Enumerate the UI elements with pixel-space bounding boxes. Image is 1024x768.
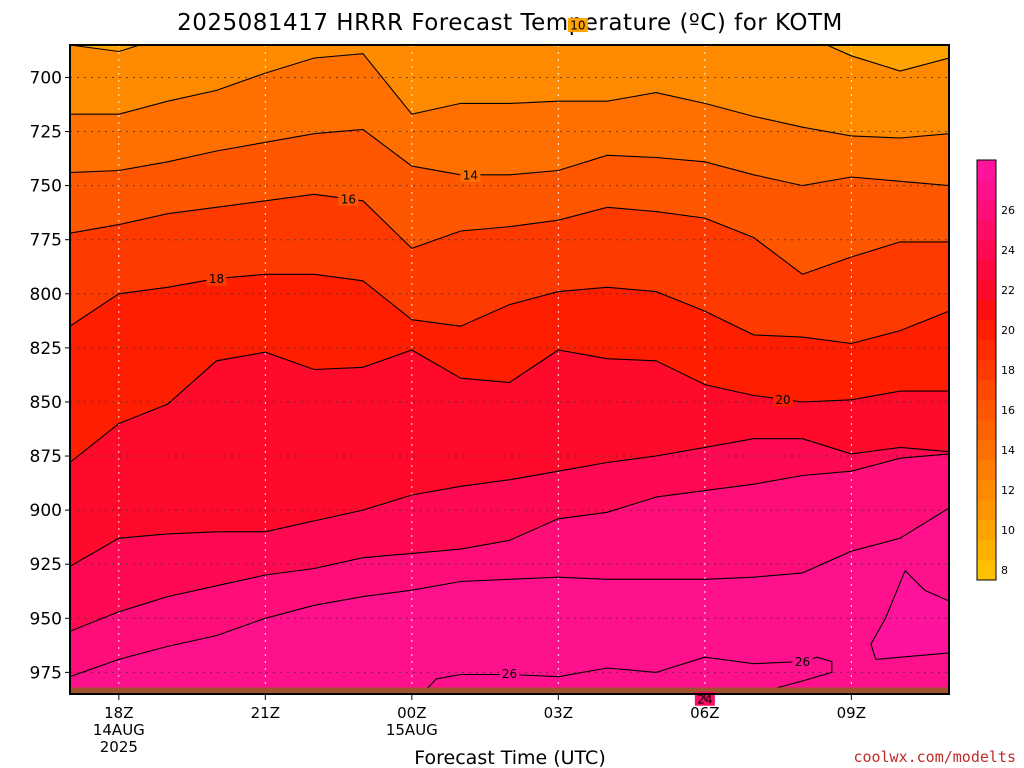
contour-label-16: 16 [341, 192, 356, 206]
band-fill-12 [70, 45, 949, 138]
band-fill-10 [70, 45, 949, 71]
colorbar-swatch [977, 520, 996, 541]
contour-label-bg [772, 392, 793, 407]
colorbar-swatch [977, 260, 996, 281]
colorbar-tick-label: 8 [1001, 564, 1008, 577]
colorbar-frame [976, 159, 997, 581]
contour-label-bg [499, 666, 520, 681]
colorbar-tick-label: 16 [1001, 404, 1015, 417]
y-tick-label: 775 [30, 231, 62, 251]
contour-24 [70, 453, 949, 632]
colorbar-tick-label: 22 [1001, 284, 1015, 297]
colorbar-swatch [977, 240, 996, 261]
colorbar-swatch [977, 560, 996, 581]
colorbar-swatch [977, 160, 996, 181]
x-axis-label: Forecast Time (UTC) [414, 747, 605, 768]
contour-label-18: 18 [209, 272, 224, 286]
colorbar-tick-label: 14 [1001, 444, 1015, 457]
y-tick-label: 800 [30, 285, 62, 305]
colorbar-swatch [977, 420, 996, 441]
y-tick-label: 950 [30, 609, 62, 629]
colorbar-swatch [977, 380, 996, 401]
y-axis-ticks: 700 725 750 775 800 825 850 875 900 925 950 975 [30, 68, 70, 683]
colorbar-tick-label: 18 [1001, 364, 1015, 377]
source-credit[interactable]: coolwx.com/modelts [853, 748, 1016, 766]
colorbar-swatch [977, 320, 996, 341]
x-tick-label: 14AUG [93, 721, 145, 739]
colorbar-swatch [977, 500, 996, 521]
contour-label-bg [206, 271, 227, 286]
colorbar-swatch [977, 480, 996, 501]
contour-16 [70, 193, 949, 275]
y-tick-label: 900 [30, 501, 62, 521]
colorbar-swatch [977, 460, 996, 481]
y-tick-label: 725 [30, 123, 62, 143]
y-tick-label: 975 [30, 663, 62, 683]
contour-28 [870, 570, 949, 660]
contour-label-14: 14 [463, 168, 478, 182]
contour-26 [421, 656, 833, 694]
contour-label-bg [792, 654, 813, 669]
colorbar: 8 10 12 14 16 18 20 22 24 26 [976, 159, 1015, 581]
contour-label-20: 20 [775, 393, 790, 407]
colorbar-swatch [977, 540, 996, 561]
plot-frame [69, 44, 950, 695]
colorbar-swatch [977, 400, 996, 421]
x-tick-label: 21Z [251, 704, 280, 722]
x-tick-label: 06Z [690, 704, 719, 722]
y-tick-label: 700 [30, 68, 62, 88]
contour-12 [70, 53, 949, 139]
colorbar-swatch [977, 300, 996, 321]
colorbar-swatch [977, 440, 996, 461]
band-fill-pocket-26 [422, 657, 832, 694]
colorbar-tick-label: 10 [1001, 524, 1015, 537]
x-tick-label: 18Z [104, 704, 133, 722]
x-tick-label: 15AUG [386, 721, 438, 739]
colorbar-swatch [977, 360, 996, 381]
y-tick-label: 750 [30, 177, 62, 197]
colorbar-swatch [977, 220, 996, 241]
colorbar-swatch [977, 200, 996, 221]
contour-label-bg [460, 167, 481, 182]
x-tick-label: 00Z [397, 704, 426, 722]
x-tick-label: 03Z [544, 704, 573, 722]
y-tick-label: 825 [30, 339, 62, 359]
colorbar-swatch [977, 340, 996, 361]
colorbar-tick-label: 24 [1001, 244, 1015, 257]
colorbar-swatch [977, 180, 996, 201]
colorbar-tick-label: 12 [1001, 484, 1015, 497]
contour-label-26: 26 [502, 667, 517, 681]
y-tick-label: 875 [30, 447, 62, 467]
contour-26 [70, 507, 949, 678]
contour-label-10: 10 [570, 19, 585, 33]
grid-lines [70, 45, 949, 694]
contour-22 [70, 438, 949, 567]
colorbar-swatch [977, 280, 996, 301]
chart-title: 2025081417 HRRR Forecast Temperature (ºC… [177, 10, 843, 36]
contour-14 [70, 128, 949, 187]
contour-20 [70, 349, 949, 463]
contour-label-26: 26 [795, 655, 810, 669]
x-tick-label: 09Z [837, 704, 866, 722]
contour-label-bg [338, 191, 359, 206]
y-tick-label: 850 [30, 393, 62, 413]
colorbar-tick-label: 26 [1001, 204, 1015, 217]
ground-layer [70, 687, 949, 694]
y-tick-label: 925 [30, 555, 62, 575]
contour-label-bg [567, 18, 588, 33]
colorbar-tick-label: 20 [1001, 324, 1015, 337]
temperature-fill-bands [70, 45, 949, 694]
ground-fill [70, 687, 949, 694]
x-tick-label: 2025 [100, 738, 138, 756]
